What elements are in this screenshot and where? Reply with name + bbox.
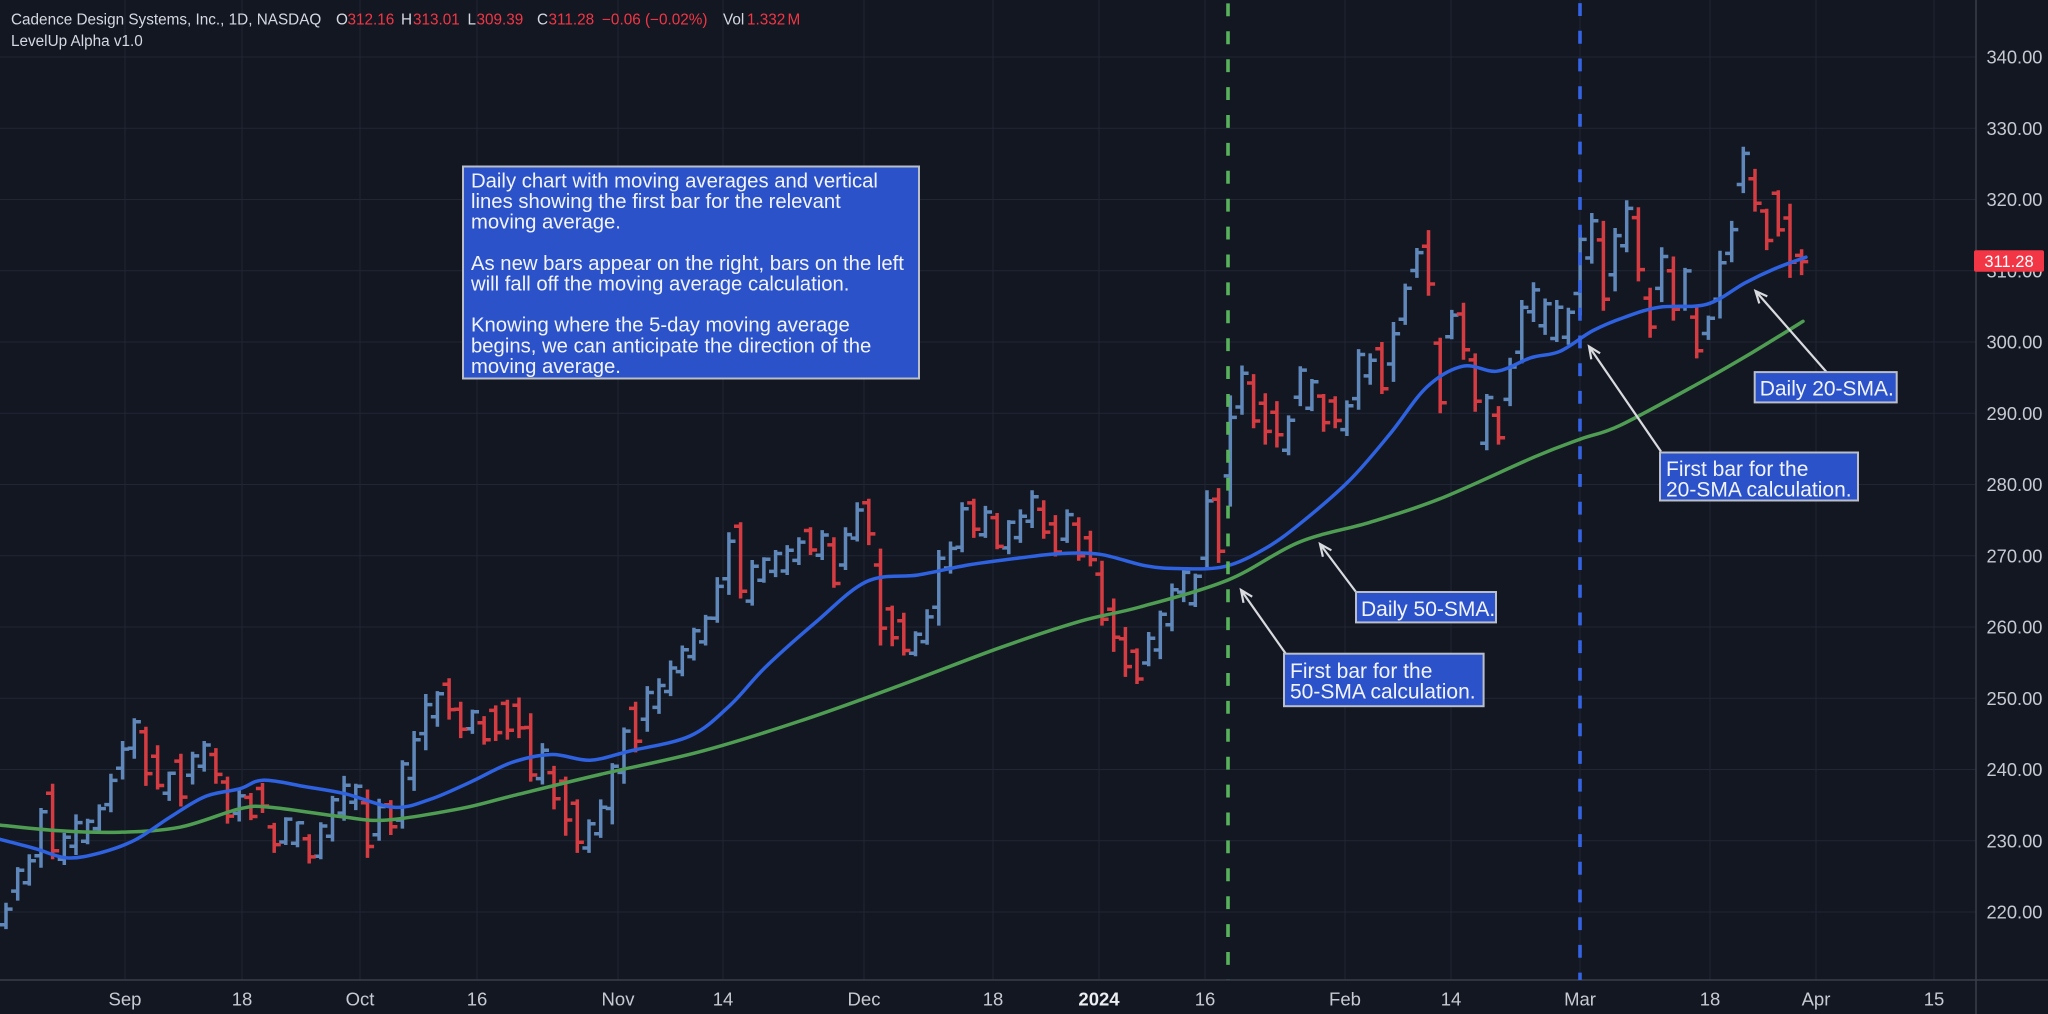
- svg-text:As new bars appear on the righ: As new bars appear on the right, bars on…: [471, 253, 904, 275]
- svg-text:Knowing where the 5-day moving: Knowing where the 5-day moving average: [471, 315, 850, 337]
- svg-text:−0.06 (−0.02%): −0.06 (−0.02%): [602, 12, 707, 29]
- svg-text:Sep: Sep: [109, 989, 142, 1010]
- svg-text:18: 18: [983, 989, 1004, 1010]
- svg-text:Feb: Feb: [1329, 989, 1361, 1010]
- svg-text:312.16: 312.16: [348, 12, 395, 29]
- svg-text:2024: 2024: [1078, 989, 1120, 1010]
- svg-text:1.332: 1.332: [747, 12, 785, 29]
- svg-text:311.28: 311.28: [1984, 253, 2033, 271]
- svg-text:50-SMA calculation.: 50-SMA calculation.: [1290, 681, 1476, 704]
- svg-text:260.00: 260.00: [1987, 617, 2043, 638]
- svg-text:240.00: 240.00: [1987, 759, 2043, 780]
- svg-text:18: 18: [1700, 989, 1721, 1010]
- svg-text:LevelUp Alpha v1.0: LevelUp Alpha v1.0: [11, 33, 143, 50]
- svg-text:16: 16: [1195, 989, 1216, 1010]
- svg-text:340.00: 340.00: [1987, 47, 2043, 68]
- svg-text:330.00: 330.00: [1987, 118, 2043, 139]
- svg-text:20-SMA calculation.: 20-SMA calculation.: [1666, 479, 1852, 502]
- svg-text:230.00: 230.00: [1987, 830, 2043, 851]
- svg-text:First bar for the: First bar for the: [1666, 458, 1808, 481]
- svg-text:C: C: [537, 12, 548, 29]
- svg-text:Daily 50-SMA.: Daily 50-SMA.: [1361, 598, 1495, 621]
- svg-text:18: 18: [232, 989, 253, 1010]
- svg-text:Daily 20-SMA.: Daily 20-SMA.: [1760, 378, 1894, 401]
- svg-text:300.00: 300.00: [1987, 332, 2043, 353]
- svg-text:H: H: [401, 12, 412, 29]
- svg-text:Apr: Apr: [1802, 989, 1831, 1010]
- svg-text:311.28: 311.28: [549, 12, 595, 29]
- svg-text:280.00: 280.00: [1987, 474, 2043, 495]
- svg-text:moving average.: moving average.: [471, 212, 621, 234]
- svg-text:Nov: Nov: [602, 989, 636, 1010]
- svg-text:250.00: 250.00: [1987, 688, 2043, 709]
- svg-text:O: O: [336, 12, 348, 29]
- svg-text:M: M: [788, 12, 801, 29]
- svg-text:will fall off the moving avera: will fall off the moving average calcula…: [470, 274, 849, 296]
- svg-text:First bar for the: First bar for the: [1290, 660, 1432, 683]
- svg-text:begins, we can anticipate the: begins, we can anticipate the direction …: [471, 335, 871, 357]
- svg-text:Daily chart with moving averag: Daily chart with moving averages and ver…: [471, 171, 878, 193]
- svg-text:220.00: 220.00: [1987, 902, 2043, 923]
- svg-text:16: 16: [467, 989, 488, 1010]
- svg-text:Dec: Dec: [848, 989, 881, 1010]
- svg-text:lines showing the first bar fo: lines showing the first bar for the rele…: [471, 191, 841, 213]
- svg-text:15: 15: [1924, 989, 1945, 1010]
- svg-text:moving average.: moving average.: [471, 356, 621, 378]
- svg-text:Mar: Mar: [1564, 989, 1596, 1010]
- svg-text:313.01: 313.01: [413, 12, 460, 29]
- svg-text:14: 14: [713, 989, 734, 1010]
- svg-text:Cadence Design Systems, Inc.,: Cadence Design Systems, Inc., 1D, NASDAQ: [11, 12, 321, 29]
- svg-text:L: L: [468, 12, 477, 29]
- svg-text:320.00: 320.00: [1987, 189, 2043, 210]
- svg-text:14: 14: [1441, 989, 1462, 1010]
- svg-text:270.00: 270.00: [1987, 545, 2043, 566]
- svg-text:Oct: Oct: [346, 989, 375, 1010]
- svg-text:290.00: 290.00: [1987, 403, 2043, 424]
- svg-text:309.39: 309.39: [477, 12, 524, 29]
- svg-text:Vol: Vol: [723, 12, 744, 29]
